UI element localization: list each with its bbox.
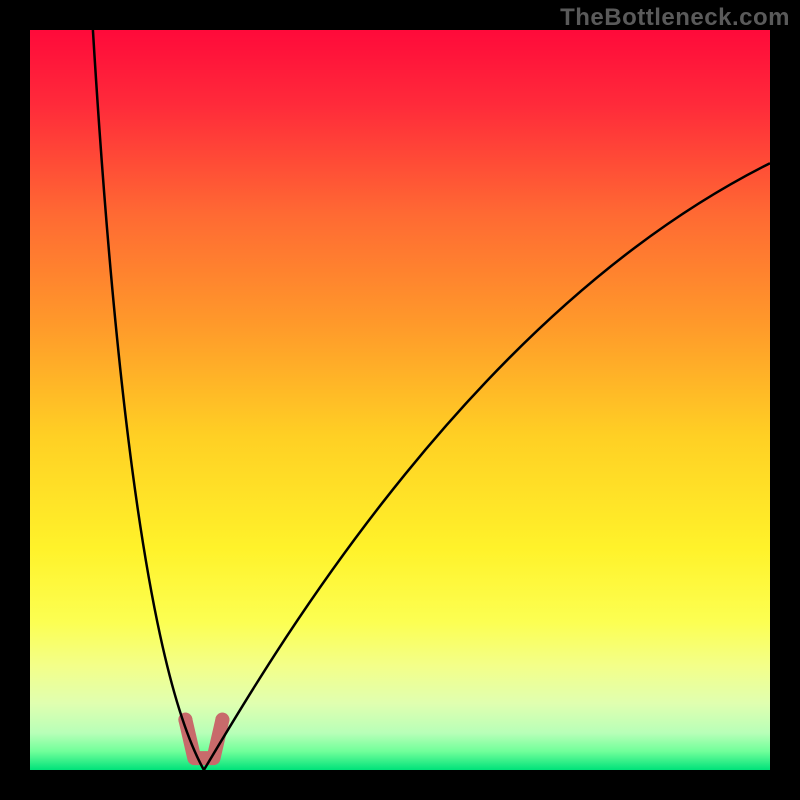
watermark-text: TheBottleneck.com (560, 4, 790, 32)
plot-background (30, 30, 770, 770)
chart-svg (0, 0, 800, 800)
